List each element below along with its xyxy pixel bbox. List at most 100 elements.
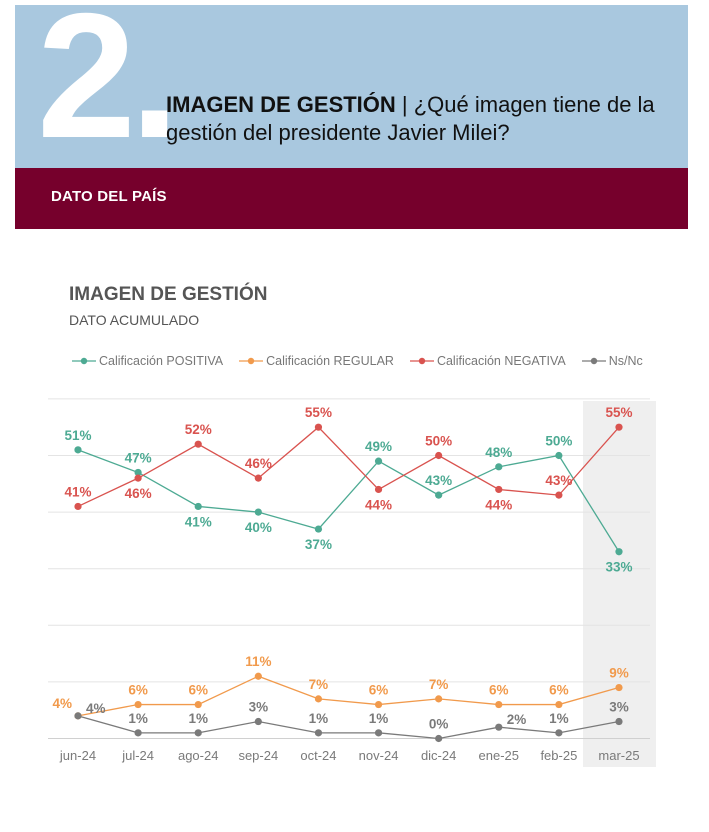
x-tick-label: oct-24 (300, 748, 336, 763)
data-label: 1% (128, 711, 148, 726)
data-label: 3% (249, 700, 269, 715)
legend-item: Calificación NEGATIVA (409, 354, 566, 368)
data-label: 0% (429, 717, 449, 732)
legend-swatch (409, 357, 434, 365)
data-point (194, 440, 202, 448)
series-line (77, 675, 620, 717)
data-label: 49% (365, 439, 392, 454)
highlight-column (582, 401, 656, 767)
data-label: 3% (609, 700, 629, 715)
data-label: 11% (245, 654, 271, 669)
data-point (555, 700, 563, 709)
x-tick-label: mar-25 (598, 748, 639, 763)
data-label: 46% (125, 486, 152, 501)
data-label: 6% (549, 683, 569, 698)
x-tick-label: jul-24 (121, 748, 154, 763)
data-label: 40% (245, 520, 272, 535)
data-label: 41% (64, 484, 91, 499)
series-line (77, 426, 620, 508)
data-point (495, 485, 503, 494)
series-line (77, 715, 620, 740)
legend-label: Ns/Nc (608, 354, 643, 368)
data-label: 43% (545, 473, 572, 488)
data-point (495, 700, 503, 709)
data-point (374, 457, 383, 465)
data-point (555, 729, 563, 737)
data-point (615, 717, 623, 726)
x-tick-label: feb-25 (540, 748, 577, 763)
data-label: 9% (609, 666, 629, 681)
section-number: 2. (37, 5, 179, 168)
data-point (194, 502, 202, 511)
section-title: IMAGEN DE GESTIÓN | ¿Qué imagen tiene de… (166, 91, 686, 147)
data-point (374, 700, 383, 709)
chart-subtitle: DATO ACUMULADO (69, 312, 200, 328)
data-label: 7% (309, 677, 329, 692)
data-label: 1% (549, 711, 569, 726)
header-band: 2. IMAGEN DE GESTIÓN | ¿Qué imagen tiene… (15, 5, 688, 168)
legend-swatch (581, 357, 606, 365)
data-label: 44% (365, 497, 392, 512)
data-label: 33% (605, 560, 632, 575)
data-label: 47% (125, 450, 152, 465)
data-point (314, 525, 323, 533)
legend-label: Calificación POSITIVA (99, 354, 224, 368)
data-label: 51% (64, 428, 91, 443)
data-label: 6% (188, 683, 208, 698)
data-label: 4% (86, 701, 106, 716)
data-point (134, 474, 142, 482)
data-point (314, 729, 323, 737)
x-tick-label: ago-24 (178, 748, 218, 763)
data-label: 4% (52, 696, 72, 711)
data-point (314, 695, 323, 703)
data-point (374, 485, 383, 494)
data-point (555, 451, 563, 460)
chart-title: IMAGEN DE GESTIÓN (69, 284, 268, 305)
data-label: 55% (605, 405, 632, 420)
data-point (134, 468, 142, 477)
data-point (615, 423, 623, 431)
data-point (435, 695, 443, 703)
data-point (194, 729, 202, 737)
data-label: 7% (429, 677, 449, 692)
data-label: 6% (489, 683, 509, 698)
x-tick-label: ene-25 (479, 748, 519, 763)
data-label: 6% (128, 683, 148, 698)
data-point (495, 723, 503, 731)
legend-item: Calificación REGULAR (239, 354, 394, 368)
section-title-question: | ¿Qué imagen tiene de la gestión del pr… (166, 92, 655, 145)
x-tick-label: dic-24 (421, 748, 456, 763)
data-label: 1% (369, 711, 389, 726)
data-label: 50% (545, 434, 572, 449)
data-label: 52% (185, 422, 212, 437)
data-label: 48% (485, 445, 512, 460)
data-point (615, 683, 623, 692)
data-label: 55% (305, 405, 332, 420)
data-point (254, 717, 262, 726)
data-label: 1% (188, 711, 208, 726)
data-point (74, 712, 82, 720)
data-point (495, 463, 503, 471)
data-label: 50% (425, 434, 452, 449)
data-point (555, 491, 563, 499)
data-point (134, 700, 142, 709)
country-data-label: DATO DEL PAÍS (51, 188, 167, 205)
data-label: 37% (305, 537, 332, 552)
data-point (254, 672, 262, 680)
data-point (374, 729, 383, 737)
legend-swatch (239, 357, 264, 365)
data-point (435, 491, 443, 499)
series-line (77, 449, 620, 553)
x-tick-label: jun-24 (59, 748, 96, 763)
legend-label: Calificación NEGATIVA (436, 354, 566, 368)
data-label: 41% (185, 514, 212, 529)
data-label: 44% (485, 497, 512, 512)
data-point (615, 548, 623, 556)
data-point (74, 446, 82, 454)
data-point (134, 729, 142, 737)
data-point (435, 734, 443, 743)
legend-item: Calificación POSITIVA (72, 354, 223, 368)
data-label: 6% (369, 683, 389, 698)
data-label: 1% (309, 711, 329, 726)
